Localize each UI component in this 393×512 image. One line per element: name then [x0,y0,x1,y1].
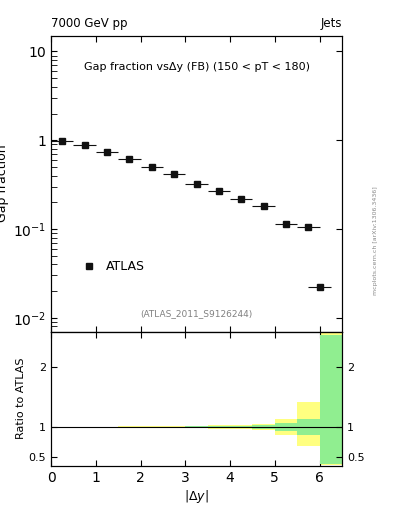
Text: mcplots.cern.ch [arXiv:1306.3436]: mcplots.cern.ch [arXiv:1306.3436] [373,186,378,295]
Bar [118,427,141,428]
Y-axis label: Gap fraction: Gap fraction [0,145,9,223]
Text: Jets: Jets [320,17,342,30]
Text: 7000 GeV pp: 7000 GeV pp [51,17,128,30]
Bar [297,419,320,435]
Bar [275,419,297,435]
Bar [320,334,342,464]
Bar [185,426,208,428]
Bar [252,425,275,429]
Text: Gap fraction vsΔy (FB) (150 < pT < 180): Gap fraction vsΔy (FB) (150 < pT < 180) [83,62,310,73]
Bar [230,425,252,430]
Bar [208,426,230,428]
Text: (ATLAS_2011_S9126244): (ATLAS_2011_S9126244) [140,309,253,318]
Bar [163,426,185,428]
Bar [297,402,320,446]
Bar [141,426,163,428]
Bar [275,423,297,431]
X-axis label: $|\Delta y|$: $|\Delta y|$ [184,487,209,504]
Bar [252,424,275,431]
Bar [163,426,185,428]
Bar [96,426,118,428]
Bar [141,426,163,428]
Bar [320,332,342,465]
Bar [73,426,96,428]
Y-axis label: Ratio to ATLAS: Ratio to ATLAS [16,358,26,439]
Bar [185,426,208,429]
Text: ATLAS: ATLAS [107,260,145,273]
Bar [230,426,252,429]
Bar [208,425,230,429]
Bar [118,426,141,428]
